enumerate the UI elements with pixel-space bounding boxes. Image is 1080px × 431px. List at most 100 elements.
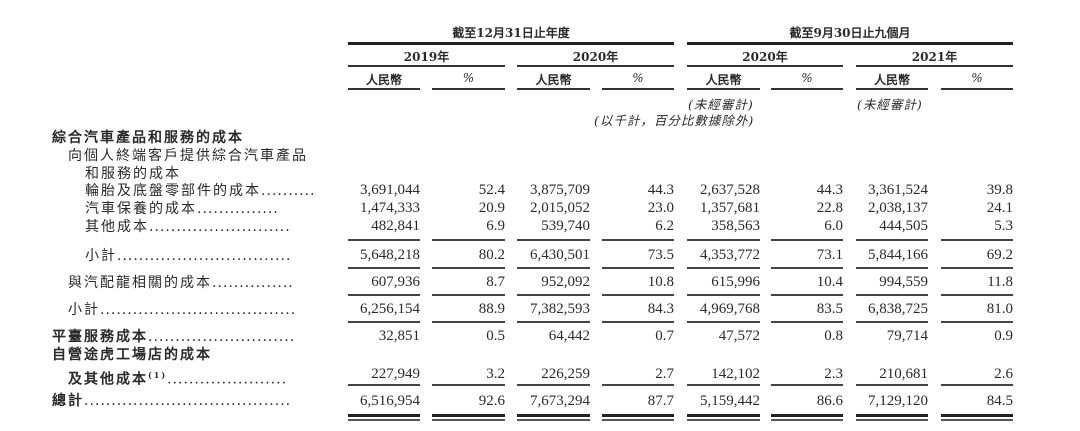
row-label-platform: 平臺服務成本...........................: [52, 329, 296, 345]
rule-unit: [941, 88, 1013, 90]
table-cell: 73.1: [816, 247, 843, 263]
rule-year: [348, 65, 505, 67]
table-cell: 6.9: [486, 218, 505, 234]
table-cell: 87.7: [647, 393, 674, 409]
rule-year: [856, 65, 1013, 67]
row-divider: [856, 294, 928, 296]
table-cell: 7,129,120: [868, 393, 928, 409]
total-double-rule: [856, 419, 928, 421]
table-cell: 73.5: [647, 247, 674, 263]
table-cell: 69.2: [986, 247, 1013, 263]
table-cell: 83.5: [816, 301, 843, 317]
unaudited-note: (未經審計): [857, 97, 923, 112]
table-cell: 6,516,954: [360, 393, 420, 409]
total-double-rule: [348, 414, 420, 417]
row-divider: [432, 384, 505, 386]
table-cell: 80.2: [478, 247, 505, 263]
total-double-rule: [941, 414, 1013, 417]
table-cell: 607,936: [371, 274, 420, 290]
row-divider: [432, 239, 505, 241]
row-divider: [687, 384, 760, 386]
rule-unit: [687, 88, 760, 90]
row-label-subtotal2: 小計....................................: [68, 302, 297, 318]
row-divider: [941, 294, 1013, 296]
row-divider: [941, 239, 1013, 241]
table-cell: 0.5: [486, 328, 505, 344]
table-cell: 2,637,528: [700, 182, 760, 198]
table-cell: 3,691,044: [360, 182, 420, 198]
table-cell: 0.9: [994, 328, 1013, 344]
total-double-rule: [856, 414, 928, 417]
total-double-rule: [602, 414, 674, 417]
row-divider: [687, 294, 760, 296]
table-cell: 226,259: [541, 366, 590, 382]
total-double-rule: [771, 414, 843, 417]
table-cell: 6.2: [655, 218, 674, 234]
row-divider: [941, 384, 1013, 386]
row-label: 向個人終端客戶提供綜合汽車產品: [68, 148, 308, 164]
total-double-rule: [602, 419, 674, 421]
row-divider: [432, 294, 505, 296]
row-divider: [941, 267, 1013, 269]
row-divider: [687, 239, 760, 241]
table-cell: 1,474,333: [360, 200, 420, 216]
table-cell: 4,969,768: [700, 301, 760, 317]
table-cell: 8.7: [486, 274, 505, 290]
row-divider: [517, 294, 590, 296]
table-cell: 44.3: [647, 182, 674, 198]
group-header-nine-months: 截至9月30日止九個月: [789, 26, 911, 40]
unit-note: (以千計，百分比數據除外): [594, 113, 755, 128]
table-cell: 5.3: [994, 218, 1013, 234]
total-double-rule: [941, 419, 1013, 421]
table-cell: 24.1: [986, 200, 1013, 216]
col-header-rmb: 人民幣: [873, 73, 910, 87]
col-header-rmb: 人民幣: [365, 73, 402, 87]
table-cell: 2.6: [994, 366, 1013, 382]
table-cell: 358,563: [711, 218, 760, 234]
rule-year: [687, 65, 843, 67]
table-cell: 952,092: [541, 274, 590, 290]
table-cell: 32,851: [378, 328, 420, 344]
year-header-2021-9m: 2021年: [911, 50, 958, 64]
total-double-rule: [348, 419, 420, 421]
row-label-subtotal1: 小計................................: [85, 248, 292, 264]
row-divider: [348, 267, 420, 269]
table-cell: 0.7: [655, 328, 674, 344]
rule-unit: [771, 88, 843, 90]
table-cell: 39.8: [986, 182, 1013, 198]
row-divider: [432, 321, 505, 323]
table-cell: 84.5: [986, 393, 1013, 409]
row-divider: [856, 267, 928, 269]
table-cell: 615,996: [711, 274, 760, 290]
table-cell: 6,430,501: [530, 247, 590, 263]
table-cell: 2,015,052: [530, 200, 590, 216]
row-label-self-operated: 自營途虎工場店的成本: [52, 347, 212, 363]
table-cell: 20.9: [478, 200, 505, 216]
table-cell: 3,875,709: [530, 182, 590, 198]
row-divider: [856, 384, 928, 386]
table-cell: 444,505: [879, 218, 928, 234]
row-divider: [602, 321, 674, 323]
rule-unit: [348, 88, 420, 90]
row-divider: [771, 239, 843, 241]
table-cell: 44.3: [816, 182, 843, 198]
row-label: 和服務的成本: [85, 166, 181, 182]
table-cell: 86.6: [816, 393, 843, 409]
row-divider: [602, 239, 674, 241]
table-cell: 92.6: [478, 393, 505, 409]
row-label-total: 總計......................................: [52, 393, 292, 409]
table-cell: 2.7: [655, 366, 674, 382]
table-cell: 1,357,681: [700, 200, 760, 216]
row-divider: [941, 321, 1013, 323]
total-double-rule: [687, 414, 760, 417]
row-divider: [856, 321, 928, 323]
row-divider: [771, 384, 843, 386]
table-cell: 10.8: [647, 274, 674, 290]
table-cell: 6,838,725: [868, 301, 928, 317]
row-divider: [687, 321, 760, 323]
row-divider: [348, 294, 420, 296]
total-double-rule: [771, 419, 843, 421]
unaudited-note: (未經審計): [688, 97, 754, 112]
row-divider: [771, 294, 843, 296]
year-header-2020: 2020年: [572, 50, 619, 64]
